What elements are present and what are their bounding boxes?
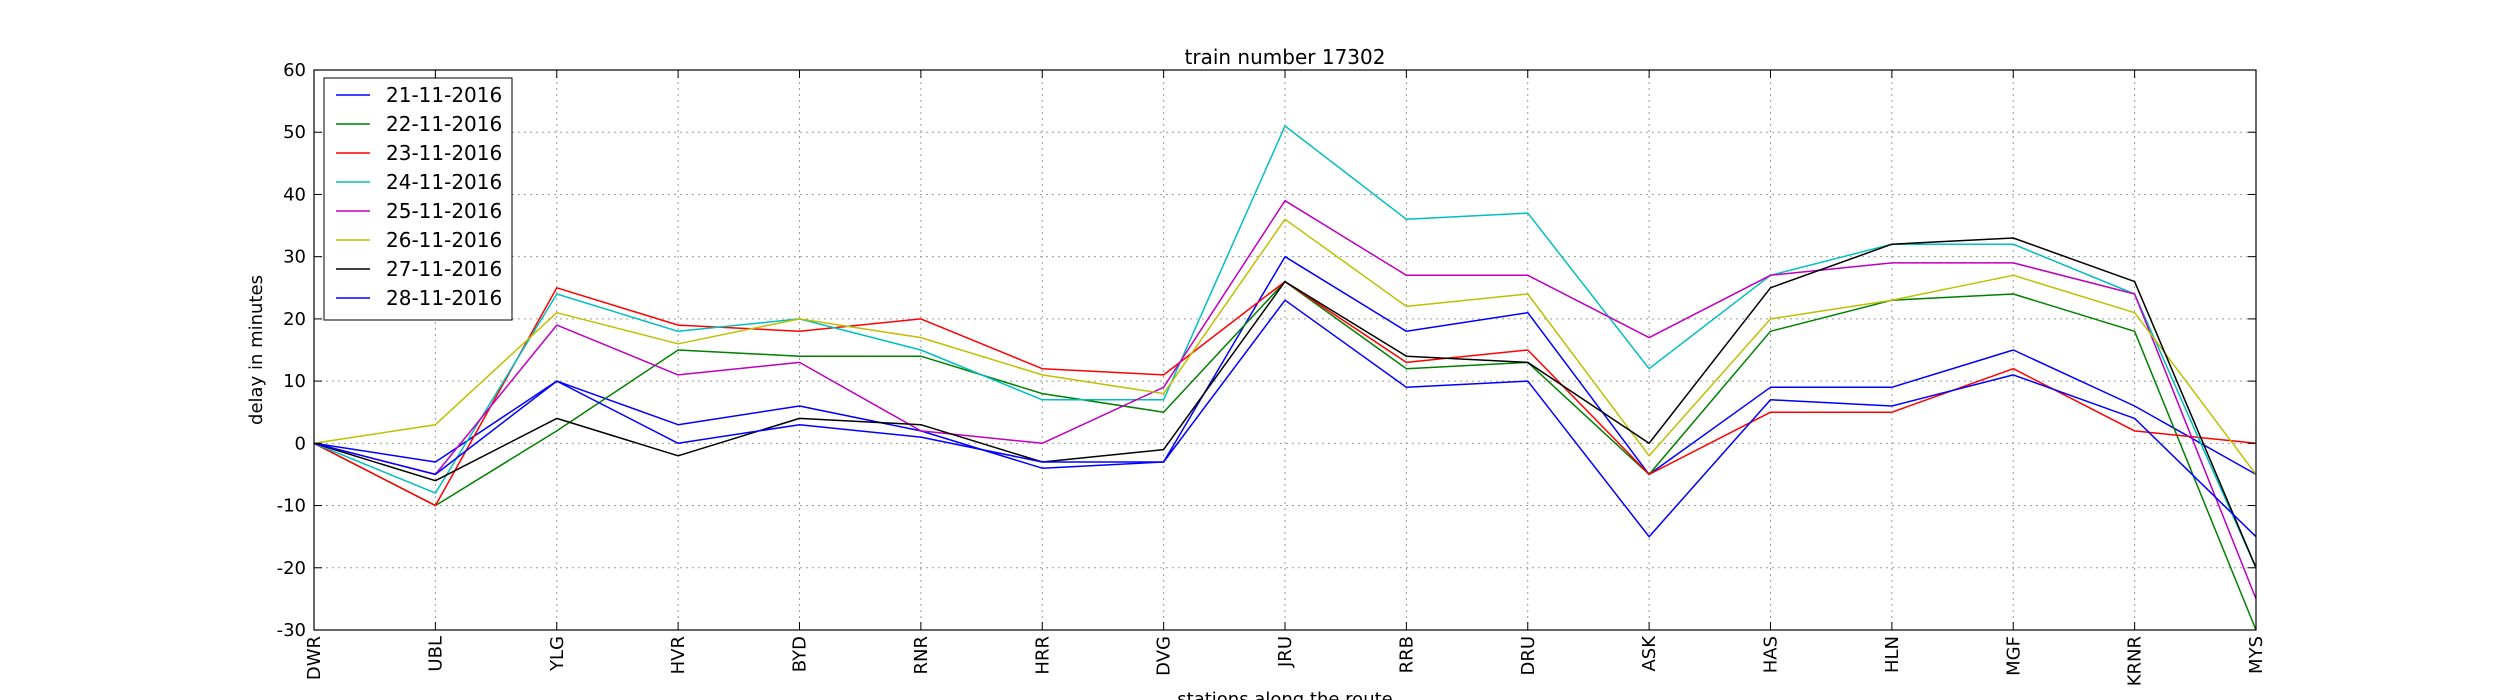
x-tick-label: HAS [1761, 636, 1782, 673]
x-tick-label: RRB [1396, 636, 1417, 673]
legend-label: 24-11-2016 [386, 170, 502, 194]
y-tick-label: -20 [277, 558, 306, 579]
y-tick-label: 50 [283, 122, 306, 143]
series-line-28-11-2016 [313, 299, 2257, 538]
legend-label: 26-11-2016 [386, 228, 502, 252]
x-tick-label: HRR [1032, 636, 1053, 675]
x-tick-label: KRNR [2125, 636, 2146, 686]
x-tick-label: DWR [304, 636, 325, 680]
series-line-27-11-2016 [313, 237, 2257, 569]
chart-title: train number 17302 [1185, 45, 1386, 69]
series-line-25-11-2016 [313, 199, 2257, 600]
x-tick-label: RNR [911, 636, 932, 674]
legend-label: 22-11-2016 [386, 112, 502, 136]
y-tick-label: -30 [277, 620, 306, 641]
legend: 21-11-2016 22-11-2016 23-11-2016 24-11-2016… [323, 77, 513, 321]
series-line-26-11-2016 [313, 218, 2257, 475]
y-tick-label: 30 [283, 247, 306, 268]
axis-ticks: -30 -20 -10 0 10 20 30 40 50 60 DWR UBL YLG HVR BYD RNR… [277, 60, 2267, 686]
x-tick-label: MGF [2003, 636, 2024, 676]
legend-label: 28-11-2016 [386, 286, 502, 310]
legend-box [323, 77, 513, 321]
y-tick-label: 10 [283, 371, 306, 392]
x-axis-label: stations along the route [1177, 689, 1392, 700]
y-tick-label: 0 [295, 433, 306, 454]
legend-label: 21-11-2016 [386, 83, 502, 107]
y-tick-label: 20 [283, 309, 306, 330]
legend-label: 27-11-2016 [386, 257, 502, 281]
grid [314, 70, 2256, 630]
x-tick-label: HVR [668, 636, 689, 674]
y-tick-label: 60 [283, 60, 306, 81]
x-tick-label: HLN [1882, 636, 1903, 673]
x-tick-label: DRU [1518, 636, 1539, 676]
series-line-24-11-2016 [313, 125, 2257, 569]
series-line-21-11-2016 [313, 255, 2257, 476]
legend-label: 25-11-2016 [386, 199, 502, 223]
legend-label: 23-11-2016 [386, 141, 502, 165]
x-tick-label: JRU [1275, 636, 1296, 668]
y-axis-label: delay in minutes [246, 275, 267, 425]
x-tick-label: BYD [790, 636, 811, 672]
y-tick-label: 40 [283, 184, 306, 205]
series-lines [313, 125, 2257, 631]
x-tick-label: YLG [547, 636, 568, 672]
x-tick-label: DVG [1154, 636, 1175, 676]
x-tick-label: MYS [2246, 636, 2267, 674]
y-tick-label: -10 [277, 496, 306, 517]
x-tick-label: ASK [1639, 635, 1660, 672]
x-tick-label: UBL [425, 636, 446, 672]
